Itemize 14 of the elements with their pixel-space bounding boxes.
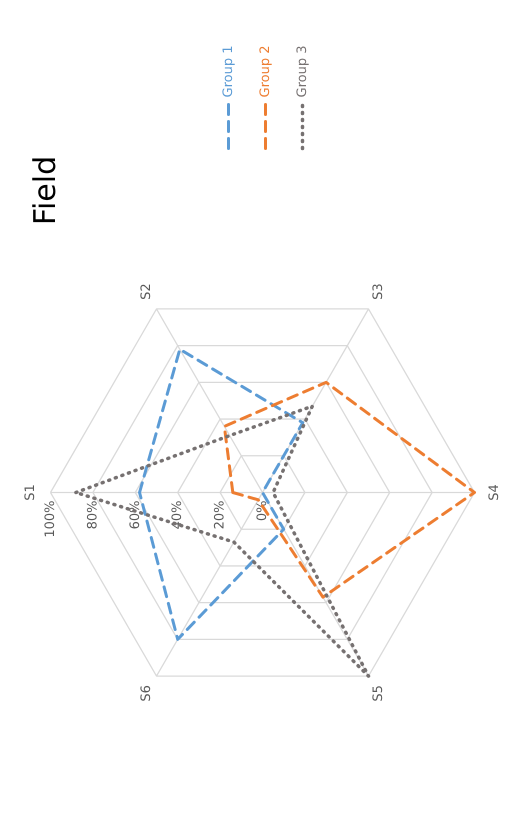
spoke-label: S3 xyxy=(371,283,386,300)
text: Group 2 xyxy=(258,46,273,98)
text: Group 1 xyxy=(221,46,236,98)
spoke-label: S6 xyxy=(139,685,154,702)
y-tick-label: 100% xyxy=(43,500,58,538)
text: Group 3 xyxy=(295,46,310,98)
spoke-label: S1 xyxy=(23,484,38,501)
y-tick-label: 60% xyxy=(128,500,143,530)
y-tick-label: 20% xyxy=(212,500,228,530)
spoke-label: S5 xyxy=(371,685,386,702)
spoke-label: S2 xyxy=(139,283,154,300)
y-tick-label: 80% xyxy=(85,500,100,530)
spoke-label: S4 xyxy=(487,484,502,501)
text: Field xyxy=(28,156,63,226)
